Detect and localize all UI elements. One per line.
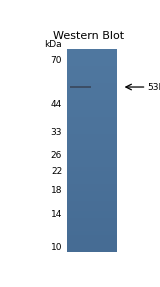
Text: 33: 33 xyxy=(51,128,62,137)
Text: 26: 26 xyxy=(51,151,62,160)
Text: 18: 18 xyxy=(51,186,62,195)
Text: 44: 44 xyxy=(51,100,62,109)
Text: 53kDa: 53kDa xyxy=(148,83,160,92)
Text: 10: 10 xyxy=(51,243,62,252)
Text: 70: 70 xyxy=(51,56,62,65)
Bar xyxy=(70,86,91,88)
Text: Western Blot: Western Blot xyxy=(53,31,124,41)
Text: 22: 22 xyxy=(51,167,62,176)
Text: 14: 14 xyxy=(51,210,62,219)
Text: kDa: kDa xyxy=(44,40,62,49)
